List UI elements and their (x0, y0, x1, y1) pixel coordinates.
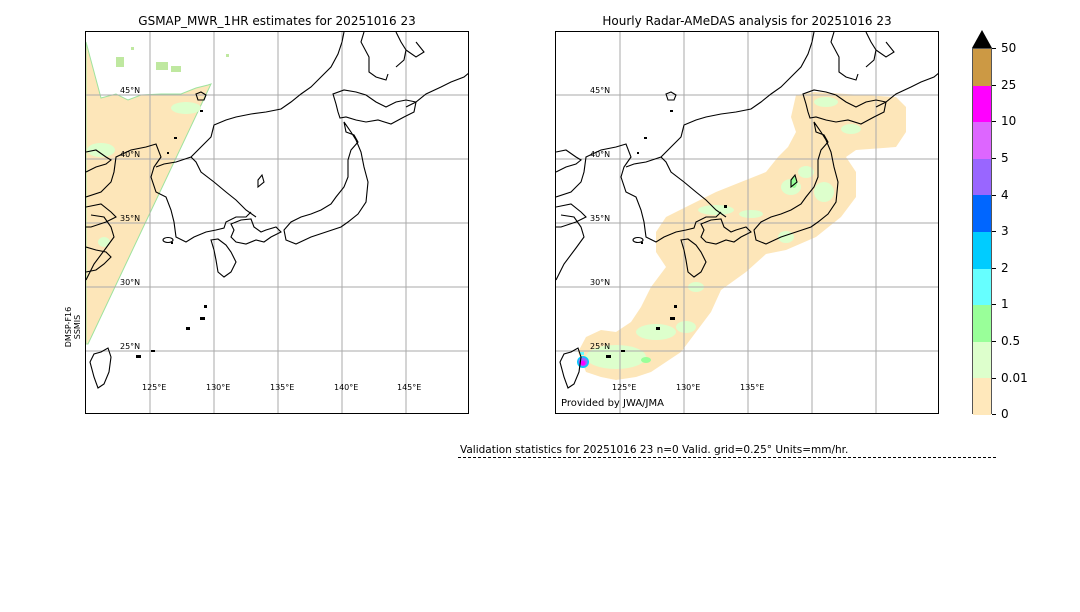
left-lat-label-25: 25°N (120, 342, 140, 351)
colorbar-segment-05-1 (973, 305, 991, 342)
colorbar-tick-3: 3 (992, 224, 1009, 238)
left-lon-label-135: 135°E (270, 383, 294, 392)
colorbar-segment-001-05 (973, 341, 991, 379)
right-lat-label-25: 25°N (590, 342, 610, 351)
colorbar-segment-5-10 (973, 122, 991, 159)
colorbar-tick-4: 4 (992, 188, 1009, 202)
left-lat-label-35: 35°N (120, 214, 140, 223)
data-credit: Provided by JWA/JMA (561, 398, 664, 409)
right-map-title: Hourly Radar-AMeDAS analysis for 2025101… (602, 14, 892, 28)
colorbar-tick-0-01: 0.01 (992, 371, 1028, 385)
colorbar-tick-10: 10 (991, 114, 1017, 128)
right-map-panel[interactable]: 45°N 40°N 35°N 30°N 25°N 125°E 130°E 135… (555, 31, 939, 414)
colorbar-tick-25: 25 (991, 78, 1017, 92)
colorbar-tick-0: 0 (992, 407, 1009, 421)
colorbar-segment-2-3 (973, 232, 991, 269)
right-lon-label-130: 130°E (676, 383, 700, 392)
left-lon-label-140: 140°E (334, 383, 358, 392)
colorbar-tick-0-5: 0.5 (991, 334, 1021, 348)
colorbar-tick-1: 1 (992, 297, 1009, 311)
left-lon-label-145: 145°E (397, 383, 421, 392)
coastlines (86, 32, 468, 389)
left-lat-label-45: 45°N (120, 86, 140, 95)
right-lat-label-35: 35°N (590, 214, 610, 223)
colorbar-segment-25-50 (973, 49, 991, 86)
coastlines (556, 32, 938, 389)
colorbar-segment-0-001 (973, 378, 991, 415)
colorbar-segment-1-2 (973, 268, 991, 306)
left-map-panel[interactable]: 45°N 40°N 35°N 30°N 25°N 125°E 130°E 135… (85, 31, 469, 414)
validation-statistics: Validation statistics for 20251016 23 n=… (460, 444, 849, 456)
colorbar-segment-10-25 (973, 85, 991, 123)
right-lat-label-40: 40°N (590, 150, 610, 159)
left-map-canvas: 45°N 40°N 35°N 30°N 25°N 125°E 130°E 135… (86, 32, 468, 413)
colorbar-segment-3-4 (973, 195, 991, 232)
colorbar (972, 48, 992, 415)
right-lon-label-135: 135°E (740, 383, 764, 392)
colorbar-tick-2: 2 (992, 261, 1009, 275)
left-lat-label-40: 40°N (120, 150, 140, 159)
right-lat-label-30: 30°N (590, 278, 610, 287)
colorbar-extend-arrow (972, 30, 992, 48)
right-map-canvas: 45°N 40°N 35°N 30°N 25°N 125°E 130°E 135… (556, 32, 938, 413)
colorbar-tick-5: 5 (992, 151, 1009, 165)
left-lon-label-130: 130°E (206, 383, 230, 392)
gsmap-swath-area (86, 41, 212, 345)
colorbar-segment-4-5 (973, 158, 991, 196)
left-lat-label-30: 30°N (120, 278, 140, 287)
left-lon-label-125: 125°E (142, 383, 166, 392)
left-map-title: GSMAP_MWR_1HR estimates for 20251016 23 (138, 14, 416, 28)
right-lon-label-125: 125°E (612, 383, 636, 392)
satellite-label: DMSP-F16 SSMIS (64, 306, 82, 348)
colorbar-tick-50: 50 (991, 41, 1017, 55)
satellite-label-line1: DMSP-F16 (64, 306, 73, 348)
right-lat-label-45: 45°N (590, 86, 610, 95)
validation-divider (458, 457, 996, 458)
satellite-label-line2: SSMIS (73, 314, 82, 340)
